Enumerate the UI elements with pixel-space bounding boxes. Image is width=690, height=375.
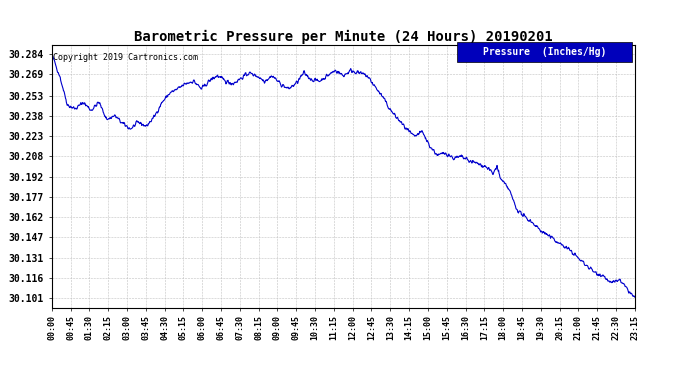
Title: Barometric Pressure per Minute (24 Hours) 20190201: Barometric Pressure per Minute (24 Hours… bbox=[134, 30, 553, 44]
Text: Pressure  (Inches/Hg): Pressure (Inches/Hg) bbox=[483, 47, 606, 57]
FancyBboxPatch shape bbox=[457, 42, 632, 62]
Text: Copyright 2019 Cartronics.com: Copyright 2019 Cartronics.com bbox=[53, 53, 198, 62]
